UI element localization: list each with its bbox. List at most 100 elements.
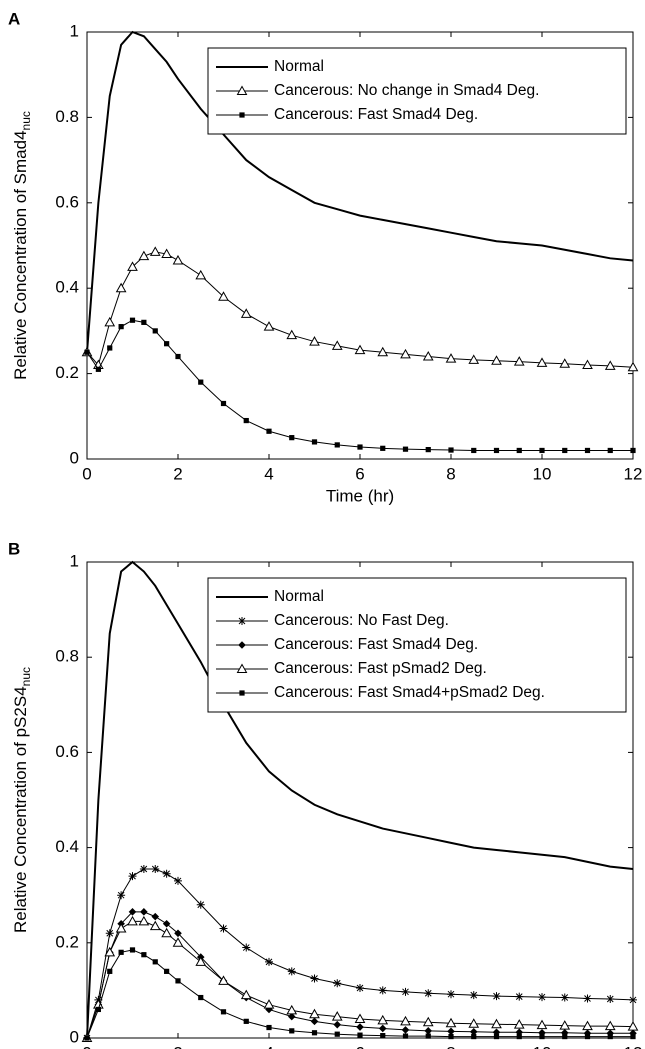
data-point <box>422 351 434 361</box>
data-point <box>331 340 343 350</box>
data-point <box>218 975 229 985</box>
data-point <box>356 1023 364 1031</box>
data-point <box>266 1024 272 1031</box>
data-point <box>310 1017 319 1026</box>
data-point <box>515 1028 524 1037</box>
data-point <box>161 927 172 938</box>
data-point <box>469 1028 478 1036</box>
x-tick-label: 2 <box>173 1043 182 1049</box>
data-point <box>377 1014 389 1025</box>
y-axis-label-main: Relative Concentration of Smad4 <box>11 130 30 379</box>
y-axis-label-sub: nuc <box>19 111 33 130</box>
data-point <box>104 316 116 327</box>
data-point <box>149 920 161 931</box>
data-point <box>400 1015 411 1026</box>
data-point <box>536 1019 548 1030</box>
y-axis-label: Relative Concentration of Smad4nuc <box>11 111 33 380</box>
data-point <box>604 1020 616 1031</box>
data-point <box>471 447 477 454</box>
data-point <box>448 1033 454 1040</box>
data-point <box>95 1006 101 1013</box>
x-tick-label: 4 <box>264 464 273 483</box>
data-point <box>604 360 616 370</box>
data-point <box>583 994 592 1003</box>
series-line <box>86 30 634 353</box>
data-point <box>195 269 207 280</box>
data-point <box>334 442 340 448</box>
data-point <box>471 1033 477 1040</box>
data-point <box>289 1028 295 1034</box>
data-point <box>266 428 272 434</box>
data-point <box>491 1018 502 1029</box>
x-tick-label: 2 <box>173 464 182 483</box>
data-point <box>582 359 593 370</box>
data-point <box>95 366 101 372</box>
data-point <box>105 929 114 938</box>
x-tick-label: 6 <box>355 1043 364 1049</box>
data-point <box>402 1033 409 1039</box>
data-point <box>469 991 478 1000</box>
data-point <box>493 1033 500 1040</box>
data-point <box>539 1033 545 1040</box>
y-tick-label: 0.2 <box>55 363 79 382</box>
y-tick-label: 1 <box>70 21 79 40</box>
legend-marker <box>239 690 245 696</box>
data-point <box>425 1033 431 1039</box>
data-point <box>445 353 457 363</box>
data-point <box>401 1026 410 1034</box>
x-tick-label: 6 <box>355 464 364 483</box>
data-point <box>447 1027 455 1036</box>
x-tick-label: 0 <box>82 1043 91 1049</box>
data-point <box>539 447 545 454</box>
legend-marker <box>238 617 246 625</box>
x-tick-label: 8 <box>446 464 455 483</box>
data-point <box>334 1031 340 1037</box>
legend: Normal Cancerous: No Fast Deg. Cancerous: … <box>207 577 627 713</box>
data-point <box>491 355 502 365</box>
legend-marker <box>239 112 245 118</box>
data-point <box>354 344 366 355</box>
data-point <box>139 865 148 874</box>
data-point <box>333 979 342 988</box>
data-point <box>265 957 273 966</box>
data-point <box>606 994 615 1003</box>
data-point <box>630 1033 636 1040</box>
y-tick-label: 0.8 <box>55 647 79 666</box>
x-tick-label: 8 <box>446 1043 455 1049</box>
data-point <box>220 1009 227 1015</box>
x-tick-label: 12 <box>624 464 643 483</box>
data-point <box>220 400 227 407</box>
data-point <box>424 1027 433 1035</box>
data-point <box>287 1012 296 1021</box>
data-point <box>401 987 410 996</box>
legend-label: Cancerous: Fast pSmad2 Deg. <box>274 660 487 677</box>
data-point <box>582 1020 593 1031</box>
data-point <box>240 989 252 1000</box>
data-point <box>513 1019 525 1029</box>
data-point <box>354 1013 366 1023</box>
data-point <box>84 1035 90 1041</box>
data-point <box>263 999 275 1009</box>
data-point <box>129 947 136 953</box>
data-point <box>164 968 170 974</box>
data-point <box>583 1029 592 1038</box>
data-point <box>162 919 171 928</box>
data-point <box>141 952 147 958</box>
data-point <box>287 967 296 976</box>
data-point <box>629 1029 637 1038</box>
data-point <box>331 1011 343 1021</box>
legend-label: Cancerous: Fast Smad4 Deg. <box>274 636 478 653</box>
data-point <box>172 937 184 947</box>
data-point <box>218 291 229 301</box>
data-point <box>196 900 205 909</box>
panel-label: A <box>8 9 20 28</box>
legend-label: Cancerous: No change in Smad4 Deg. <box>274 82 539 99</box>
data-point <box>630 447 636 454</box>
data-point <box>240 308 252 318</box>
data-point <box>516 447 522 454</box>
data-point <box>129 317 136 323</box>
data-point <box>333 1020 342 1029</box>
y-tick-label: 0.4 <box>55 278 79 297</box>
data-point <box>378 1024 387 1033</box>
data-point <box>107 345 113 351</box>
